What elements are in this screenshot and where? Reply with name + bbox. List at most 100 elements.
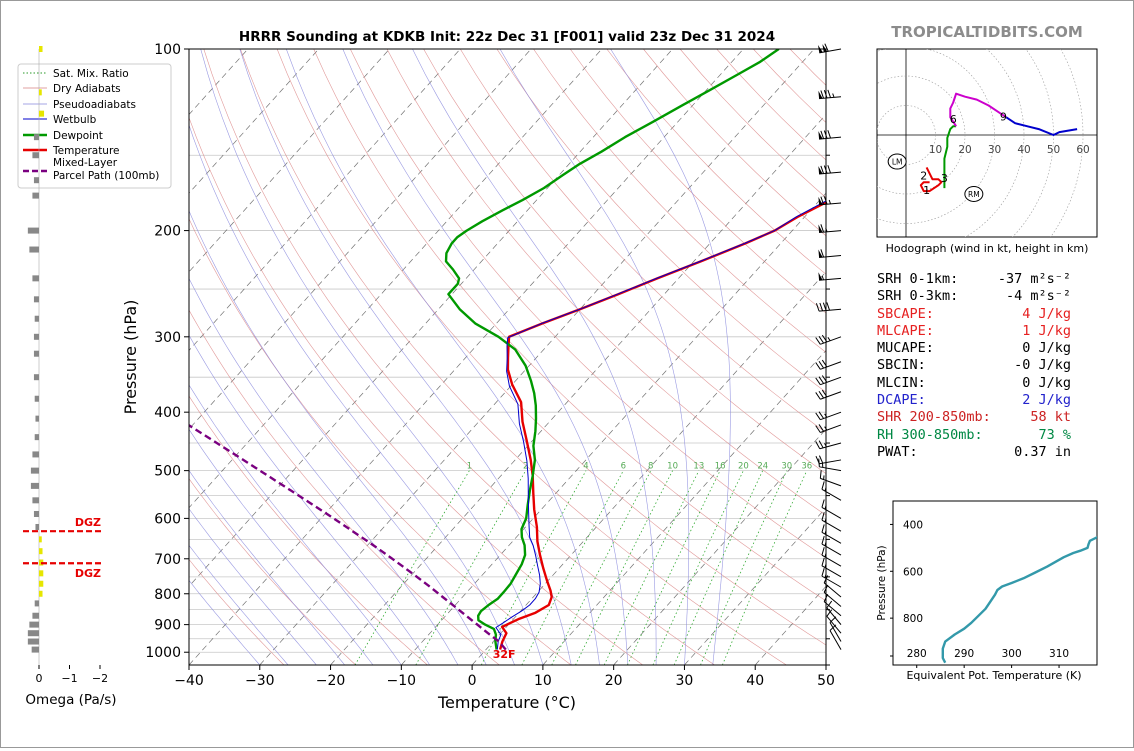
hodo-height-label: 9 <box>1000 110 1007 123</box>
theta-e-ylabel: Pressure (hPa) <box>876 545 888 620</box>
legend-label: Dewpoint <box>53 130 103 142</box>
omega-bar <box>32 275 39 281</box>
index-row: SRH 0-1km:-37 m²s⁻² <box>877 271 1071 288</box>
omega-bar <box>34 177 39 183</box>
mixing-ratio-line <box>552 471 651 665</box>
x-tick-label: −20 <box>316 673 346 689</box>
mixing-ratio-line <box>674 471 763 665</box>
pseudoadiabat <box>167 49 514 665</box>
index-value: -37 m²s⁻² <box>998 271 1071 288</box>
hodo-height-label: 6 <box>950 113 957 126</box>
omega-bar <box>34 351 39 357</box>
index-row: DCAPE:2 J/kg <box>877 392 1071 409</box>
index-label: MLCAPE: <box>877 323 934 340</box>
index-row: SHR 200-850mb: 58 kt <box>877 409 1071 426</box>
omega-bar <box>34 296 39 302</box>
index-label: DCAPE: <box>877 392 926 409</box>
wind-barb <box>816 441 841 449</box>
omega-bar <box>34 374 39 380</box>
theta-x-tick-label: 310 <box>1049 648 1069 660</box>
x-tick-label: 50 <box>817 673 835 689</box>
index-row: MLCIN: 0 J/kg <box>877 375 1071 392</box>
omega-bar <box>32 451 39 457</box>
index-label: MUCAPE: <box>877 340 934 357</box>
dry-adiabat <box>240 49 786 665</box>
chart-title: HRRR Sounding at KDKB Init: 22z Dec 31 [… <box>239 29 775 45</box>
wind-barb <box>822 524 841 543</box>
index-label: SHR 200-850mb: <box>877 409 991 426</box>
theta-x-tick-label: 300 <box>1002 648 1022 660</box>
mixing-ratio-label: 1 <box>467 462 472 472</box>
index-value: 0 J/kg <box>1022 375 1071 392</box>
omega-bar <box>39 591 43 597</box>
dgz-label: DGZ <box>75 567 101 580</box>
mixing-ratio-label: 24 <box>757 462 768 472</box>
omega-bar <box>34 511 39 517</box>
theta-x-tick-label: 280 <box>907 648 927 660</box>
omega-bar <box>34 134 39 140</box>
hodograph-caption: Hodograph (wind in kt, height in km) <box>886 242 1089 255</box>
theta-y-tick-label: 400 <box>903 519 923 531</box>
index-row: RH 300-850mb:73 % <box>877 427 1071 444</box>
theta-y-tick-label: 800 <box>903 613 923 625</box>
x-tick-label: 0 <box>468 673 477 689</box>
pseudoadiabat <box>139 49 487 665</box>
omega-bar <box>32 613 39 619</box>
hodo-height-label: 3 <box>941 172 948 185</box>
wind-barb <box>818 224 841 232</box>
wind-barb <box>816 335 841 344</box>
hodo-height-label: 1 <box>923 184 930 197</box>
watermark: TROPICALTIDBITS.COM <box>891 23 1083 41</box>
omega-bar <box>39 581 43 587</box>
x-tick-label: −10 <box>387 673 417 689</box>
wind-barb <box>822 512 841 531</box>
wind-barb <box>816 302 841 311</box>
omega-bar <box>29 247 39 253</box>
omega-bar <box>34 334 39 340</box>
index-value: -4 m²s⁻² <box>1006 288 1071 305</box>
index-value: 58 kt <box>1030 409 1071 426</box>
omega-bar <box>35 524 39 530</box>
omega-bar <box>35 396 39 402</box>
wind-barb <box>818 165 841 174</box>
omega-bar <box>32 647 39 653</box>
index-label: PWAT: <box>877 444 918 461</box>
wind-barb <box>822 499 841 518</box>
storm-motion-label: LM <box>892 158 903 167</box>
omega-xlabel: Omega (Pa/s) <box>25 692 116 708</box>
index-label: SBCAPE: <box>877 306 934 323</box>
mixing-ratio-line <box>604 471 699 665</box>
legend-label: Wetbulb <box>53 114 97 126</box>
legend-label: Dry Adiabats <box>53 83 121 95</box>
index-value: 1 J/kg <box>1022 323 1071 340</box>
omega-bar <box>28 630 39 636</box>
omega-tick-label: 0 <box>36 672 43 685</box>
index-value: -0 J/kg <box>1014 357 1071 374</box>
index-label: SBCIN: <box>877 357 926 374</box>
y-tick-label: 400 <box>154 405 181 421</box>
index-value: 0 J/kg <box>1022 340 1071 357</box>
mixing-ratio-line <box>653 471 744 665</box>
wind-barb <box>816 390 841 399</box>
omega-bar <box>35 416 39 422</box>
x-tick-label: −40 <box>174 673 204 689</box>
skew-t-xlabel: Temperature (°C) <box>437 693 576 712</box>
legend-label: Temperature <box>52 145 120 157</box>
pseudoadiabat <box>286 49 599 665</box>
index-label: MLCIN: <box>877 375 926 392</box>
index-label: RH 300-850mb: <box>877 427 983 444</box>
index-row: MUCAPE: 0 J/kg <box>877 340 1071 357</box>
hodo-ring-label: 40 <box>1017 144 1030 156</box>
omega-bar <box>35 600 39 606</box>
wind-barb <box>818 90 841 99</box>
omega-bar <box>32 193 39 199</box>
omega-bar <box>28 228 39 234</box>
omega-bar <box>39 89 42 95</box>
legend-label: Sat. Mix. Ratio <box>53 68 129 80</box>
hodo-ring-label: 50 <box>1047 144 1060 156</box>
wind-barb <box>816 424 841 432</box>
